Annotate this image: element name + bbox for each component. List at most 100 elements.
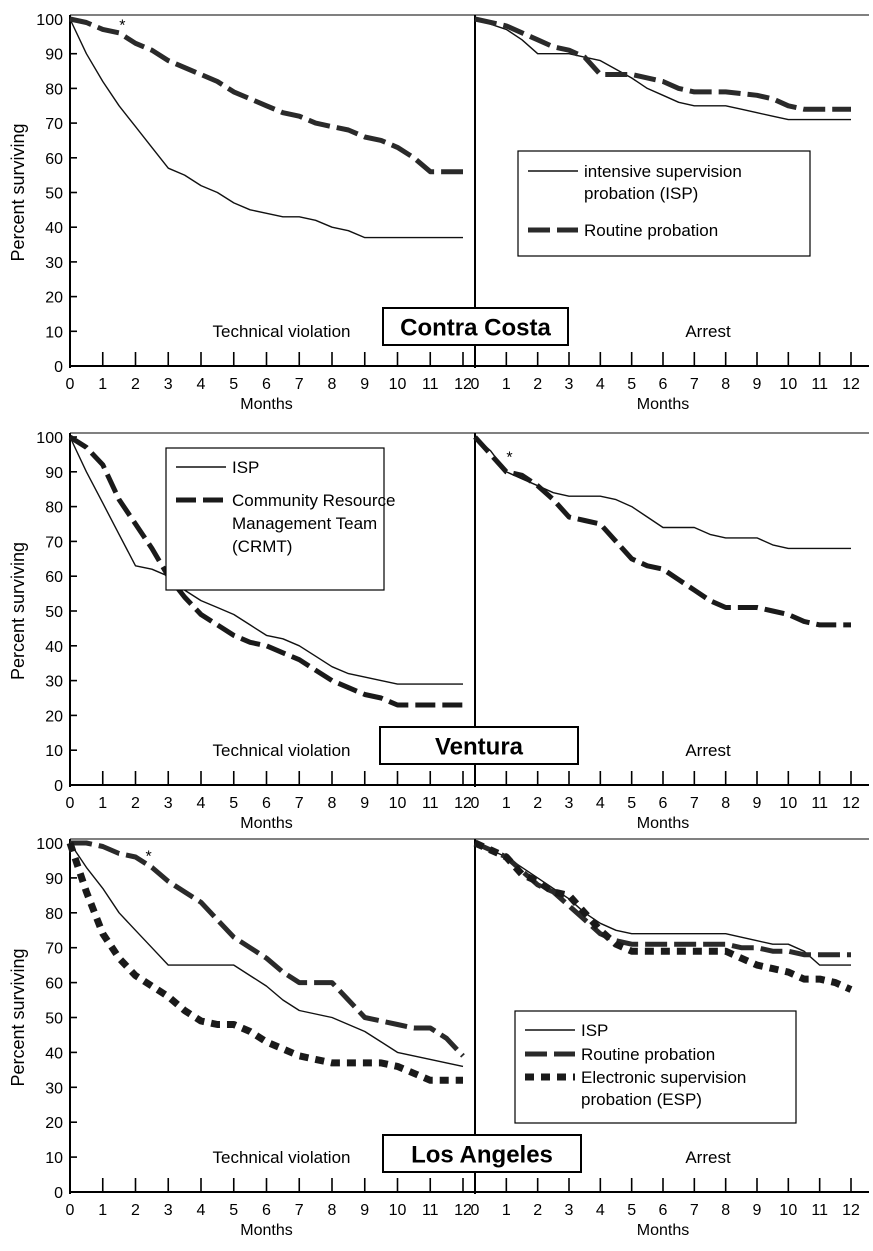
legend-entry-label: Electronic supervision (581, 1068, 746, 1087)
legend: ISP Community Resource Management Team (CRM… (165, 447, 395, 591)
significance-star: * (145, 848, 151, 865)
x-tick-label: 9 (753, 795, 762, 812)
x-tick-label: 3 (164, 1202, 173, 1219)
y-tick-label: 100 (36, 12, 63, 29)
x-tick-label: 2 (533, 795, 542, 812)
series-line-crmt (473, 435, 851, 628)
x-tick-label: 10 (389, 795, 407, 812)
significance-star: * (119, 17, 125, 34)
x-tick-label: 0 (66, 376, 75, 393)
x-tick-label: 0 (66, 1202, 75, 1219)
y-tick-label: 70 (45, 941, 63, 958)
x-tick-label: 12 (842, 376, 860, 393)
x-tick-label: 12 (842, 1202, 860, 1219)
legend-entry-label: probation (ISP) (584, 184, 698, 203)
series-line-esp (473, 839, 853, 993)
y-tick-label: 80 (45, 906, 63, 923)
y-tick-label: 30 (45, 1080, 63, 1097)
x-tick-label: 7 (690, 1202, 699, 1219)
x-axis-label: Months (240, 1222, 292, 1239)
panel-label: Technical violation (213, 1148, 351, 1167)
legend: ISP Routine probation Electronic supervisi… (514, 1010, 797, 1124)
x-tick-label: 6 (262, 795, 271, 812)
y-tick-label: 80 (45, 81, 63, 98)
chart-row-2: Percent surviving01020304050607080901000… (8, 836, 869, 1239)
x-tick-label: 11 (422, 1202, 439, 1219)
y-axis-label: Percent surviving (8, 948, 28, 1086)
series-line-isp (69, 842, 464, 1068)
x-tick-label: 11 (811, 1202, 828, 1219)
x-axis-label: Months (637, 1222, 689, 1239)
x-tick-label: 6 (659, 376, 668, 393)
x-tick-label: 10 (389, 1202, 407, 1219)
x-tick-label: 3 (565, 376, 574, 393)
y-tick-label: 30 (45, 674, 63, 691)
x-tick-label: 7 (295, 795, 304, 812)
series-line-routine (69, 16, 463, 175)
x-tick-label: 10 (779, 1202, 797, 1219)
legend-box (517, 150, 811, 257)
legend-entry-label: Routine probation (584, 221, 718, 240)
series-line-isp (474, 436, 851, 550)
x-tick-label: 1 (98, 795, 107, 812)
x-axis-label: Months (240, 815, 292, 832)
panel-label: Arrest (685, 741, 731, 760)
y-axis-label: Percent surviving (8, 123, 28, 261)
x-tick-label: 7 (690, 795, 699, 812)
x-tick-label: 1 (502, 376, 511, 393)
x-tick-label: 8 (328, 795, 337, 812)
legend-entry-label: ISP (581, 1021, 608, 1040)
series-line-routine (474, 16, 851, 112)
x-tick-label: 9 (753, 1202, 762, 1219)
y-tick-label: 40 (45, 639, 63, 656)
x-tick-label: 5 (627, 376, 636, 393)
y-tick-label: 50 (45, 1011, 63, 1028)
legend-entry-label: (CRMT) (232, 537, 292, 556)
y-tick-label: 0 (54, 359, 63, 376)
legend-entry-label: intensive supervision (584, 162, 742, 181)
series-line-routine (70, 840, 465, 1058)
x-tick-label: 2 (533, 1202, 542, 1219)
x-tick-label: 12 (454, 795, 472, 812)
y-tick-label: 20 (45, 1115, 63, 1132)
y-tick-label: 90 (45, 47, 63, 64)
x-tick-label: 4 (197, 1202, 206, 1219)
y-tick-label: 10 (45, 1150, 63, 1167)
y-tick-label: 30 (45, 255, 63, 272)
series-line-esp (66, 841, 463, 1084)
legend-entry-label: probation (ESP) (581, 1090, 702, 1109)
x-tick-label: 5 (627, 795, 636, 812)
y-tick-label: 90 (45, 871, 63, 888)
x-axis-label: Months (637, 396, 689, 413)
series-line-isp (474, 18, 851, 121)
x-tick-label: 5 (229, 1202, 238, 1219)
x-axis-label: Months (637, 815, 689, 832)
y-tick-label: 70 (45, 534, 63, 551)
county-label-text: Los Angeles (411, 1142, 553, 1169)
series-line-isp (474, 842, 851, 966)
y-tick-label: 90 (45, 465, 63, 482)
panel-label: Arrest (685, 1148, 731, 1167)
x-tick-label: 0 (471, 795, 480, 812)
x-tick-label: 1 (502, 795, 511, 812)
panel-label: Technical violation (213, 741, 351, 760)
x-tick-label: 0 (471, 1202, 480, 1219)
x-tick-label: 7 (295, 376, 304, 393)
legend-entry-label: Management Team (232, 514, 377, 533)
x-tick-label: 7 (690, 376, 699, 393)
y-tick-label: 10 (45, 324, 63, 341)
panel-label: Arrest (685, 322, 731, 341)
x-tick-label: 11 (811, 376, 828, 393)
significance-star: * (506, 449, 512, 466)
y-tick-label: 50 (45, 186, 63, 203)
x-tick-label: 2 (131, 1202, 140, 1219)
county-label-box (379, 726, 579, 765)
y-tick-label: 20 (45, 708, 63, 725)
x-tick-label: 3 (164, 795, 173, 812)
x-tick-label: 4 (596, 376, 605, 393)
legend-entry-label: Routine probation (581, 1045, 715, 1064)
y-tick-label: 70 (45, 116, 63, 133)
